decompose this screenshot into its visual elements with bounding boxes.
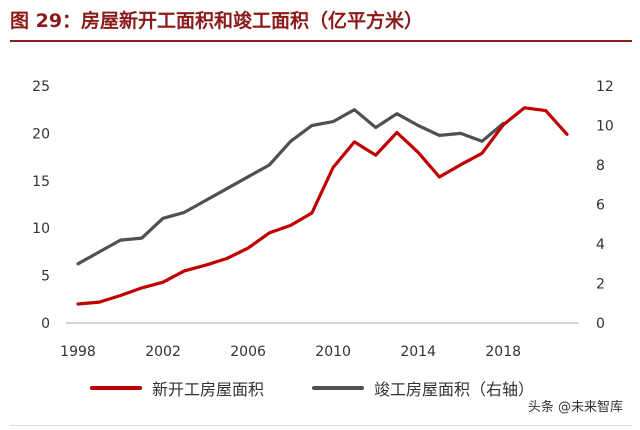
legend-swatch-new-starts	[90, 386, 142, 390]
x-tick-label: 1998	[60, 344, 96, 360]
legend-item-completions: 竣工房屋面积（右轴）	[312, 374, 534, 402]
y-left-tick-label: 25	[32, 79, 50, 95]
x-tick-label: 2010	[315, 344, 351, 360]
legend-label-completions: 竣工房屋面积（右轴）	[374, 380, 535, 399]
chart-title: 图 29：房屋新开工面积和竣工面积（亿平方米）	[10, 10, 424, 32]
y-left-tick-label: 20	[32, 126, 50, 142]
x-tick-label: 2002	[145, 344, 181, 360]
y-right-tick-label: 4	[596, 237, 605, 253]
y-right-tick-label: 8	[596, 158, 605, 174]
y-left-tick-label: 15	[32, 174, 50, 190]
y-right-tick-label: 6	[596, 198, 605, 214]
watermark: 头条 @未来智库	[524, 395, 626, 416]
x-tick-label: 2014	[400, 344, 436, 360]
y-right-tick-label: 0	[596, 316, 605, 332]
y-left-tick-label: 5	[41, 269, 50, 285]
series-line-completions	[76, 108, 505, 266]
series-line-new-starts	[76, 106, 569, 306]
y-right-tick-label: 12	[596, 79, 614, 95]
y-right-tick-label: 10	[596, 119, 614, 135]
x-tick-label: 2018	[485, 344, 521, 360]
bottom-divider	[10, 425, 632, 426]
title-divider	[10, 40, 632, 42]
legend-swatch-completions	[312, 386, 364, 390]
y-right-tick-label: 2	[596, 277, 605, 293]
y-left-tick-label: 10	[32, 221, 50, 237]
legend-item-new-starts: 新开工房屋面积	[90, 374, 264, 402]
x-tick-label: 2006	[230, 344, 266, 360]
y-left-tick-label: 0	[41, 316, 50, 332]
legend-label-new-starts: 新开工房屋面积	[152, 380, 265, 399]
